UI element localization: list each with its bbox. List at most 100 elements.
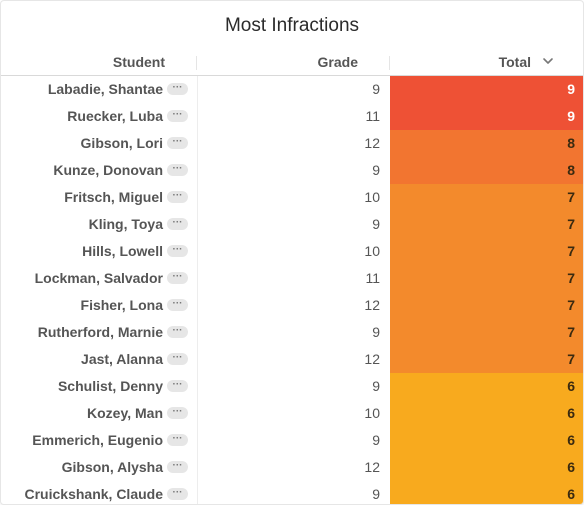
grade-cell: 12	[197, 292, 389, 319]
student-name[interactable]: Fisher, Lona	[80, 297, 163, 313]
student-cell: Ruecker, Luba ···	[1, 103, 197, 130]
more-options-icon[interactable]: ···	[167, 488, 188, 501]
more-options-icon[interactable]: ···	[167, 164, 188, 177]
grade-cell: 11	[197, 103, 389, 130]
grade-cell: 12	[197, 130, 389, 157]
more-options-icon[interactable]: ···	[167, 299, 188, 312]
total-cell: 7	[390, 265, 583, 292]
grade-value: 9	[372, 216, 380, 232]
grade-cell: 9	[197, 211, 389, 238]
column-divider	[389, 56, 390, 70]
column-header-student-label: Student	[112, 54, 165, 70]
table-row: Rutherford, Marnie ··· 9 7	[1, 319, 583, 346]
total-cell: 6	[390, 454, 583, 481]
more-options-icon[interactable]: ···	[167, 137, 188, 150]
student-name[interactable]: Schulist, Denny	[57, 378, 163, 394]
column-header-grade-label: Grade	[317, 54, 358, 70]
student-cell: Kunze, Donovan ···	[1, 157, 197, 184]
student-cell: Gibson, Lori ···	[1, 130, 197, 157]
grade-cell: 9	[197, 76, 389, 103]
table-body: Labadie, Shantae ··· 9 9 Ruecker, Luba ··· 11 9…	[1, 76, 583, 504]
student-cell: Emmerich, Eugenio ···	[1, 427, 197, 454]
student-cell: Jast, Alanna ···	[1, 346, 197, 373]
student-name[interactable]: Cruickshank, Claude	[24, 486, 164, 502]
student-name[interactable]: Kling, Toya	[88, 216, 163, 232]
student-name[interactable]: Fritsch, Miguel	[64, 189, 163, 205]
student-name[interactable]: Kozey, Man	[87, 405, 163, 421]
column-header-grade[interactable]: Grade	[197, 54, 389, 70]
student-name[interactable]: Emmerich, Eugenio	[32, 432, 163, 448]
grade-value: 10	[364, 243, 380, 259]
more-options-icon[interactable]: ···	[167, 83, 188, 96]
grade-value: 11	[365, 270, 380, 286]
grade-cell: 9	[197, 373, 389, 400]
grade-value: 11	[365, 108, 380, 124]
grade-cell: 9	[197, 427, 389, 454]
more-options-icon[interactable]: ···	[167, 461, 188, 474]
more-options-icon[interactable]: ···	[167, 380, 188, 393]
table-row: Lockman, Salvador ··· 11 7	[1, 265, 583, 292]
more-options-icon[interactable]: ···	[167, 218, 188, 231]
student-name[interactable]: Labadie, Shantae	[47, 81, 163, 97]
more-options-icon[interactable]: ···	[167, 434, 188, 447]
student-cell: Rutherford, Marnie ···	[1, 319, 197, 346]
table-row: Kling, Toya ··· 9 7	[1, 211, 583, 238]
student-cell: Fritsch, Miguel ···	[1, 184, 197, 211]
student-cell: Schulist, Denny ···	[1, 373, 197, 400]
table-row: Gibson, Alysha ··· 12 6	[1, 454, 583, 481]
grade-value: 9	[372, 378, 380, 394]
more-options-icon[interactable]: ···	[167, 191, 188, 204]
more-options-icon[interactable]: ···	[167, 407, 188, 420]
total-cell: 6	[390, 481, 583, 504]
table-row: Schulist, Denny ··· 9 6	[1, 373, 583, 400]
grade-cell: 12	[197, 454, 389, 481]
more-options-icon[interactable]: ···	[167, 110, 188, 123]
table-row: Gibson, Lori ··· 12 8	[1, 130, 583, 157]
total-cell: 9	[390, 103, 583, 130]
table-row: Fritsch, Miguel ··· 10 7	[1, 184, 583, 211]
grade-cell: 10	[197, 400, 389, 427]
table-row: Hills, Lowell ··· 10 7	[1, 238, 583, 265]
student-cell: Lockman, Salvador ···	[1, 265, 197, 292]
table-row: Jast, Alanna ··· 12 7	[1, 346, 583, 373]
grade-value: 10	[364, 405, 380, 421]
student-cell: Gibson, Alysha ···	[1, 454, 197, 481]
column-header-total[interactable]: Total	[390, 53, 583, 71]
table-row: Fisher, Lona ··· 12 7	[1, 292, 583, 319]
grade-cell: 10	[197, 184, 389, 211]
table-row: Kunze, Donovan ··· 9 8	[1, 157, 583, 184]
more-options-icon[interactable]: ···	[167, 326, 188, 339]
grade-value: 12	[364, 459, 380, 475]
grade-value: 9	[372, 432, 380, 448]
table-row: Labadie, Shantae ··· 9 9	[1, 76, 583, 103]
student-cell: Hills, Lowell ···	[1, 238, 197, 265]
grade-value: 12	[364, 297, 380, 313]
total-cell: 6	[390, 373, 583, 400]
total-cell: 7	[390, 292, 583, 319]
chevron-down-icon[interactable]	[537, 53, 559, 69]
grade-cell: 12	[197, 346, 389, 373]
grade-value: 9	[372, 162, 380, 178]
more-options-icon[interactable]: ···	[167, 245, 188, 258]
student-name[interactable]: Hills, Lowell	[82, 243, 163, 259]
more-options-icon[interactable]: ···	[167, 272, 188, 285]
grade-value: 9	[372, 81, 380, 97]
more-options-icon[interactable]: ···	[167, 353, 188, 366]
table-row: Ruecker, Luba ··· 11 9	[1, 103, 583, 130]
column-header-student[interactable]: Student	[1, 54, 197, 70]
table-title: Most Infractions	[224, 15, 360, 36]
total-cell: 6	[390, 427, 583, 454]
student-name[interactable]: Ruecker, Luba	[67, 108, 163, 124]
table-row: Cruickshank, Claude ··· 9 6	[1, 481, 583, 504]
total-cell: 8	[390, 130, 583, 157]
student-name[interactable]: Jast, Alanna	[81, 351, 163, 367]
student-name[interactable]: Gibson, Alysha	[61, 459, 163, 475]
grade-value: 9	[372, 324, 380, 340]
student-name[interactable]: Rutherford, Marnie	[37, 324, 163, 340]
student-cell: Fisher, Lona ···	[1, 292, 197, 319]
total-cell: 7	[390, 238, 583, 265]
student-name[interactable]: Gibson, Lori	[80, 135, 163, 151]
student-name[interactable]: Lockman, Salvador	[34, 270, 163, 286]
total-cell: 8	[390, 157, 583, 184]
student-name[interactable]: Kunze, Donovan	[53, 162, 163, 178]
